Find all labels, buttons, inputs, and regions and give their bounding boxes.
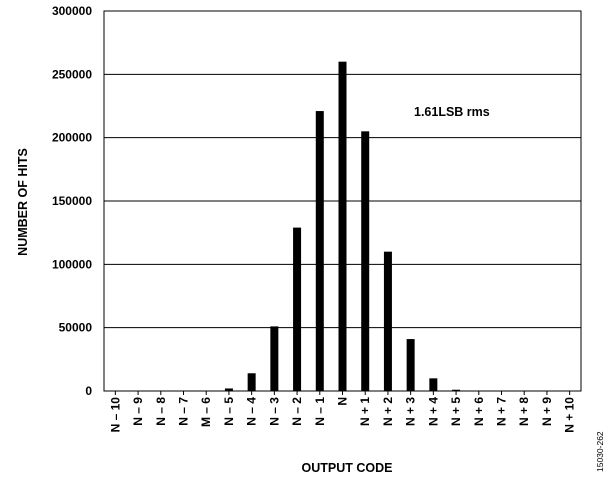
x-tick-label: N + 4: [426, 397, 440, 426]
x-axis-title: OUTPUT CODE: [302, 461, 393, 475]
x-tick-label: N – 4: [245, 397, 259, 426]
y-tick-label: 50000: [59, 321, 93, 335]
x-tick-label: N + 1: [358, 397, 372, 426]
bar: [224, 388, 233, 391]
bar: [452, 389, 461, 391]
x-tick-label: N – 2: [290, 397, 304, 426]
x-tick-label: N – 10: [108, 397, 122, 433]
x-tick-label: N + 3: [404, 397, 418, 426]
annotation-rms: 1.61LSB rms: [414, 105, 490, 119]
x-tick-label: N: [336, 397, 350, 406]
x-tick-label: M – 6: [199, 397, 213, 427]
y-axis-title: NUMBER OF HITS: [16, 148, 30, 256]
bar: [247, 373, 256, 391]
bar: [270, 326, 279, 391]
x-tick-label: N – 8: [154, 397, 168, 426]
y-tick-label: 0: [85, 384, 92, 398]
x-tick-label: N – 5: [222, 397, 236, 426]
bar: [361, 131, 370, 392]
bar: [293, 227, 302, 391]
bar: [315, 111, 324, 392]
x-tick-labels: N – 10 N – 9 N – 8 N – 7 M – 6 N – 5 N – 4 N – …: [108, 391, 577, 433]
bar: [429, 378, 438, 391]
y-tick-label: 100000: [52, 257, 92, 271]
y-tick-label: 200000: [52, 131, 92, 145]
x-tick-label: N + 2: [381, 397, 395, 426]
x-tick-label: N + 10: [563, 397, 577, 433]
x-tick-label: N + 7: [495, 397, 509, 426]
y-tick-label: 250000: [52, 67, 92, 81]
x-tick-label: N – 1: [313, 397, 327, 426]
figure-id: 15030-262: [595, 431, 605, 472]
x-tick-label: N + 5: [449, 397, 463, 426]
x-tick-label: N + 9: [540, 397, 554, 426]
bar: [338, 61, 347, 392]
x-tick-label: N – 9: [131, 397, 145, 426]
bars: [224, 61, 461, 392]
x-tick-label: N + 6: [472, 397, 486, 426]
y-tick-label: 300000: [52, 4, 92, 18]
x-tick-label: N – 3: [267, 397, 281, 426]
x-tick-label: N + 8: [517, 397, 531, 426]
y-tick-label: 150000: [52, 194, 92, 208]
bar: [383, 251, 392, 391]
y-tick-labels: 0 50000 100000 150000 200000 250000 300000: [52, 4, 92, 398]
bar: [406, 339, 415, 391]
x-tick-label: N – 7: [177, 397, 191, 426]
